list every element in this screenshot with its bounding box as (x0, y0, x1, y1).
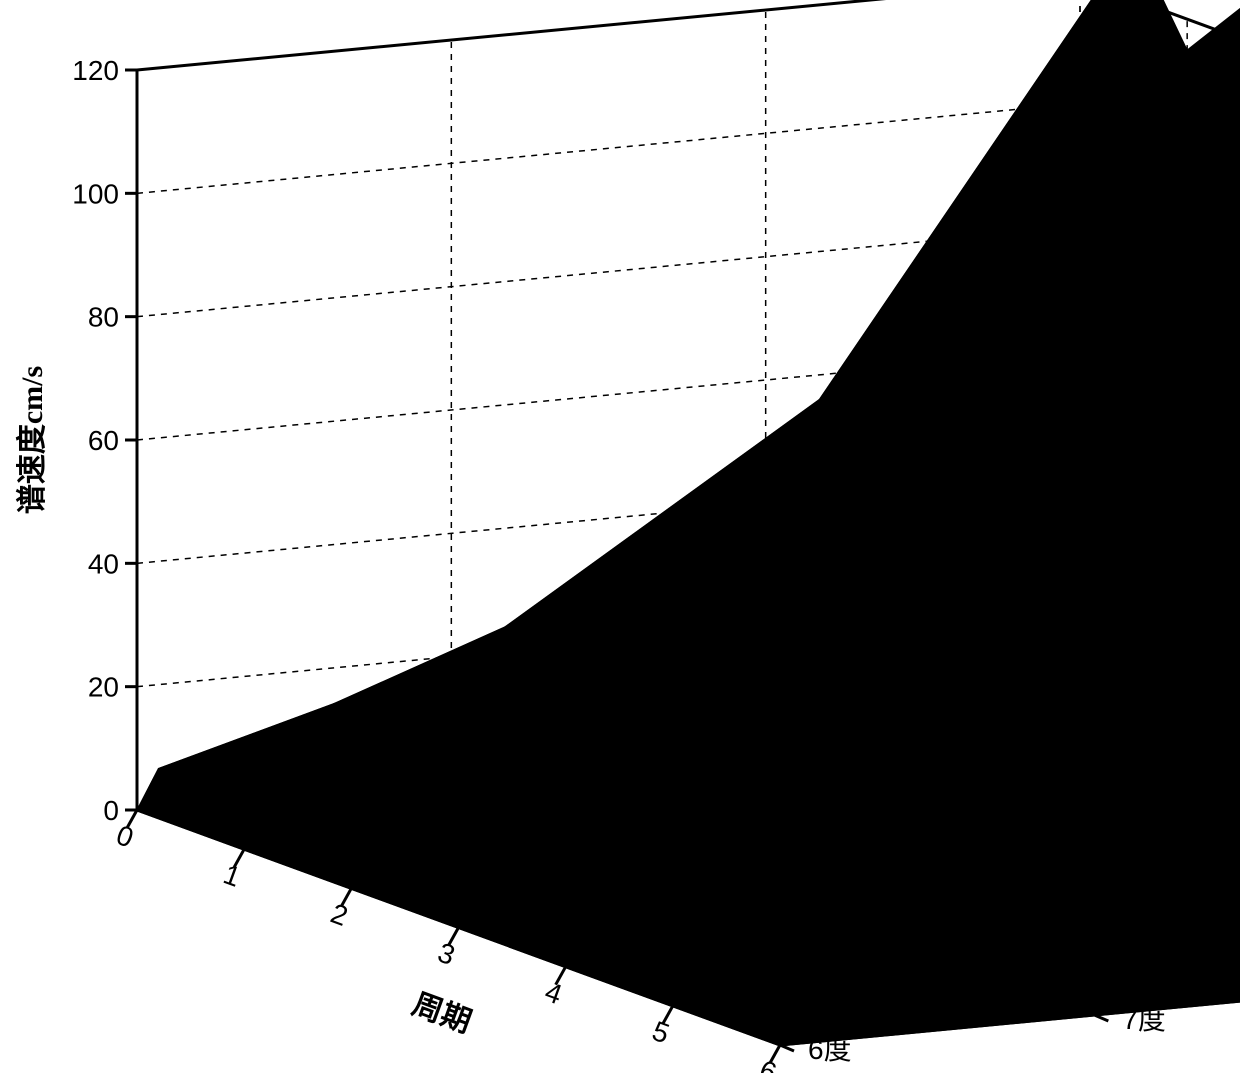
z-tick-label: 0 (103, 795, 119, 826)
x-tick-label: 1 (219, 858, 244, 892)
x-tick-label: 4 (541, 976, 566, 1010)
z-tick-label: 40 (88, 548, 119, 579)
chart-svg: 02040608010012001234566度7度8度9度谱速度cm/s周期地… (0, 0, 1240, 1073)
z-tick-label: 80 (88, 302, 119, 333)
x-tick-label: 2 (327, 898, 352, 932)
surface-chart: 02040608010012001234566度7度8度9度谱速度cm/s周期地… (0, 0, 1240, 1073)
z-tick-label: 100 (72, 178, 119, 209)
x-tick-label: 6 (755, 1054, 780, 1073)
z-tick-label: 60 (88, 425, 119, 456)
z-tick-label: 20 (88, 672, 119, 703)
x-tick-label: 5 (648, 1015, 673, 1049)
y-tick-label: 6度 (808, 1034, 852, 1065)
z-axis-title: 谱速度cm/s (16, 366, 49, 514)
x-axis-title: 周期 (408, 988, 476, 1040)
y-tick-label: 7度 (1122, 1004, 1166, 1035)
z-tick-label: 120 (72, 55, 119, 86)
x-tick-label: 3 (434, 937, 459, 971)
